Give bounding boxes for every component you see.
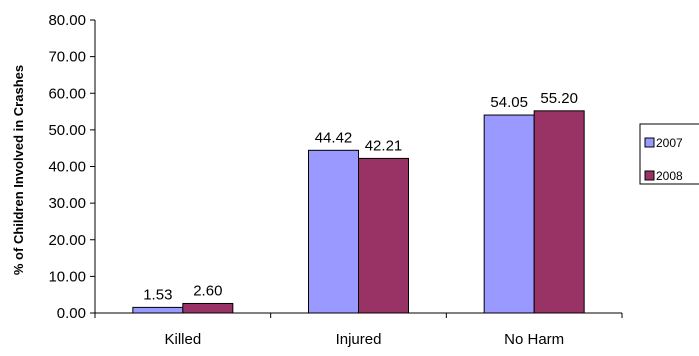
bar-2007-no-harm xyxy=(483,114,535,314)
legend-label: 2007 xyxy=(656,136,683,150)
y-tick-label: 80.00 xyxy=(48,12,86,29)
y-tick-label: 10.00 xyxy=(48,268,86,285)
data-label: 55.20 xyxy=(540,90,578,107)
legend-swatch xyxy=(644,137,655,148)
data-label: 44.42 xyxy=(315,129,353,146)
data-labels: 1.53 2.60 44.42 42.21 54.05 55.20 xyxy=(143,90,578,304)
y-tick-label: 30.00 xyxy=(48,195,86,212)
x-category-label: Injured xyxy=(336,331,382,348)
bars xyxy=(132,110,585,314)
y-axis-title-group: % of Children Involved in Crashes xyxy=(11,65,26,275)
data-label: 42.21 xyxy=(365,137,403,154)
y-tick-label: 20.00 xyxy=(48,232,86,249)
data-label: 2.60 xyxy=(193,282,222,299)
bar-2008-killed xyxy=(182,302,234,314)
bar-2007-killed xyxy=(132,306,184,314)
y-tick-label: 40.00 xyxy=(48,159,86,176)
y-axis-title: % of Children Involved in Crashes xyxy=(11,65,26,275)
bar-2007-injured xyxy=(308,149,359,314)
x-axis-labels: Killed Injured No Harm xyxy=(94,313,623,348)
bar-2008-injured xyxy=(358,157,409,314)
data-label: 54.05 xyxy=(490,94,528,111)
legend: 2007 2008 xyxy=(639,123,699,185)
y-tick-label: 70.00 xyxy=(48,49,86,66)
data-label: 1.53 xyxy=(143,286,172,303)
legend-swatch xyxy=(644,170,655,181)
y-axis-ticks: 0.00 10.00 20.00 30.00 40.00 50.00 60.00 70.00 8… xyxy=(48,12,95,322)
y-tick-label: 60.00 xyxy=(48,85,86,102)
bar-2008-no-harm xyxy=(533,110,585,314)
legend-label: 2008 xyxy=(656,169,683,183)
x-category-label: Killed xyxy=(164,331,201,348)
y-tick-label: 0.00 xyxy=(57,305,86,322)
y-tick-label: 50.00 xyxy=(48,122,86,139)
x-category-label: No Harm xyxy=(504,331,564,348)
